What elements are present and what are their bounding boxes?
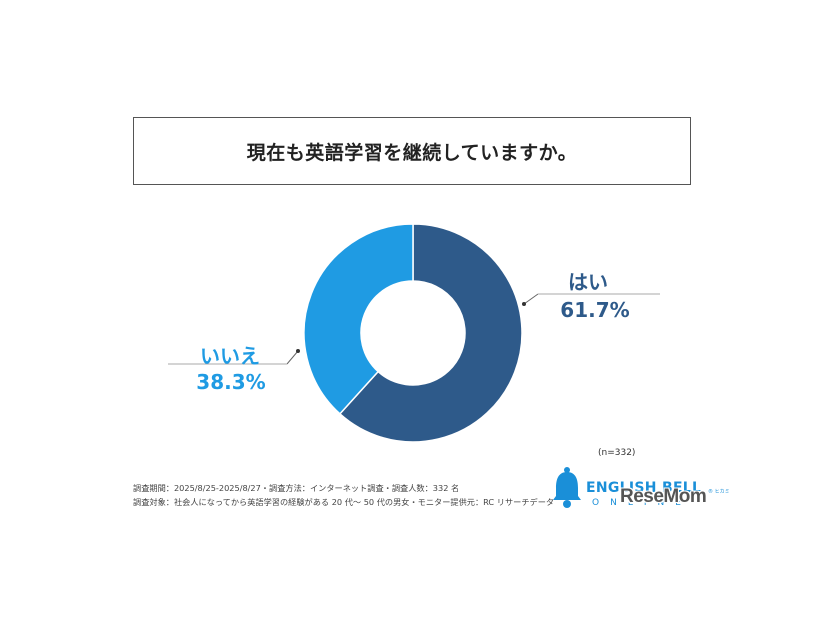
footnote-survey-period: 調査期間：2025/8/25-2025/8/27・調査方法：インターネット調査・…: [133, 483, 460, 493]
logo-sub: ONLINE: [592, 498, 692, 508]
logo-name: ENGLISH BELL: [586, 480, 702, 496]
slice-value-no: 38.3%: [196, 370, 266, 394]
resemom-watermark: ReseMom: [620, 486, 707, 507]
leader-dot-no: [296, 349, 300, 353]
slice-label-no: いいえ: [200, 344, 260, 368]
english-bell-logo: ENGLISH BELL ONLINE ® ヒカミ: [548, 466, 730, 516]
leader-line-yes: [523, 293, 539, 305]
sample-size: (n=332): [598, 448, 636, 458]
slice-label-yes: はい: [568, 270, 608, 294]
chart-title: 現在も英語学習を継続していますか。: [246, 141, 578, 164]
footnote-survey-target: 調査対象：社会人になってから英語学習の経験がある 20 代〜 50 代の男女・モ…: [133, 497, 555, 507]
bell-icon: [553, 467, 581, 508]
slice-value-yes: 61.7%: [560, 298, 630, 322]
leader-line-no: [286, 350, 299, 365]
leader-dot-yes: [522, 302, 526, 306]
logo-tm: ® ヒカミ: [708, 489, 730, 495]
slice-yes: [338, 223, 523, 443]
chart-title-box: 現在も英語学習を継続していますか。: [133, 117, 691, 185]
slice-no: [303, 223, 414, 415]
